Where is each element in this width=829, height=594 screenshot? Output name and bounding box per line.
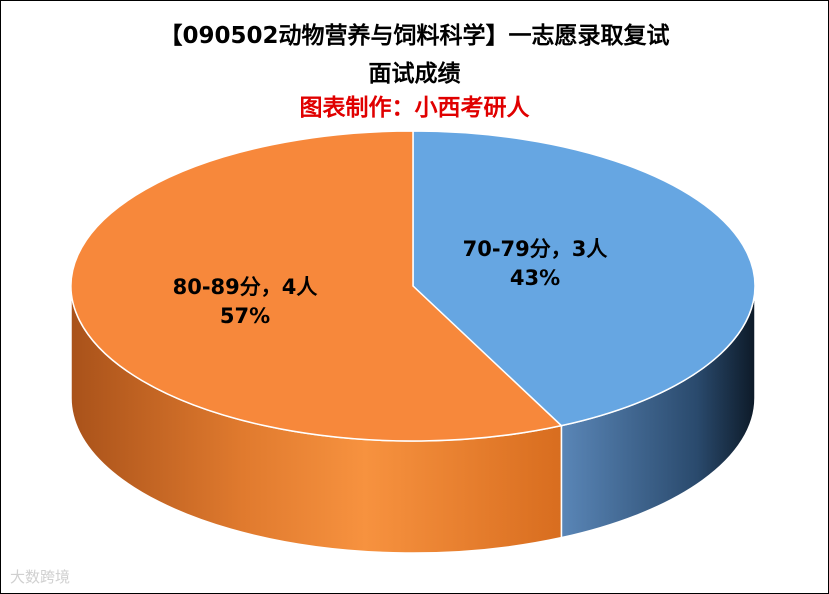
pie-slice-0 [412, 130, 756, 427]
watermark: 大数跨境 [10, 568, 71, 586]
slice-percent-0: 43% [510, 266, 560, 290]
pie-slice-1 [70, 130, 563, 442]
chart-title-line2: 面试成绩 [368, 61, 461, 87]
chart-title: 【090502动物营养与饲料科学】一志愿录取复试 [159, 23, 670, 49]
slice-label-1: 80-89分，4人 [173, 275, 318, 299]
chart-subtitle: 图表制作：小西考研人 [299, 95, 530, 121]
slice-label-0: 70-79分，3人 [463, 237, 608, 261]
slice-percent-1: 57% [220, 304, 270, 328]
